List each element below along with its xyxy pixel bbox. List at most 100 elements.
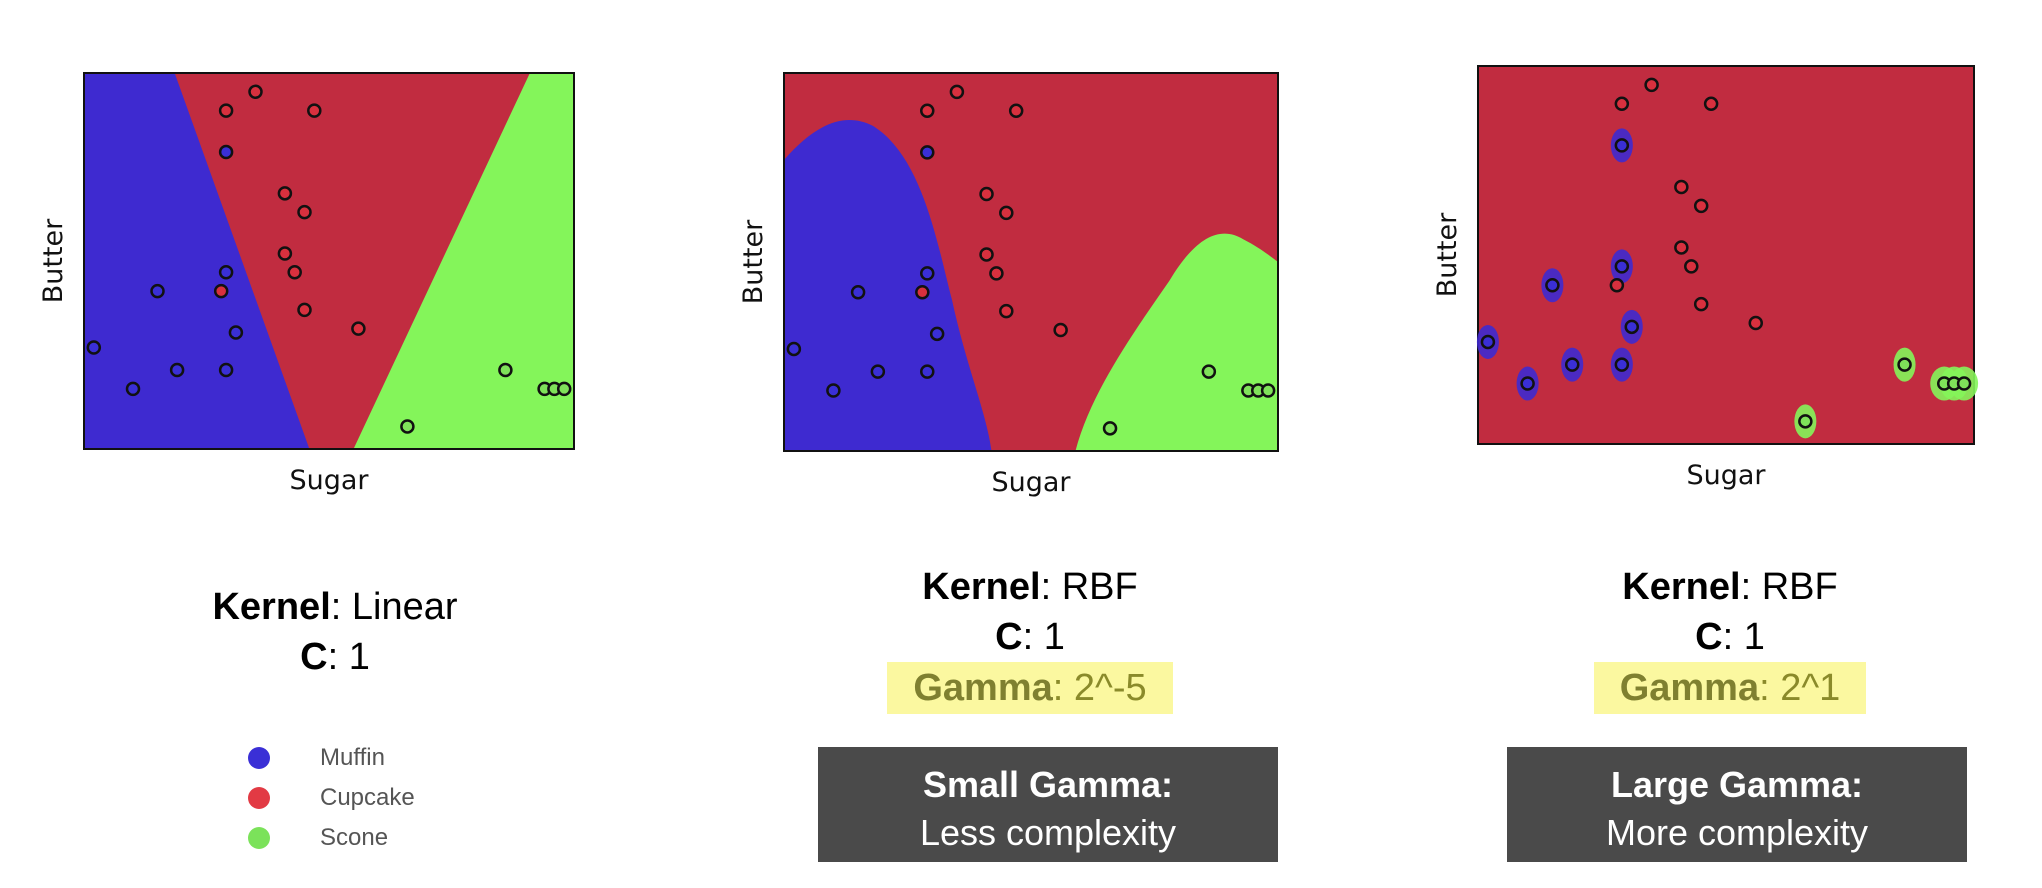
small-gamma-note: Small Gamma: Less complexity xyxy=(818,747,1278,862)
legend-dot-icon xyxy=(248,747,270,769)
y-axis-label: Butter xyxy=(738,219,769,304)
cupcake-point xyxy=(297,204,312,220)
scone-point xyxy=(1201,364,1217,379)
note-title: Large Gamma: xyxy=(1610,764,1864,805)
legend-dot-icon xyxy=(248,827,270,849)
scone-point xyxy=(400,419,415,434)
cupcake-point xyxy=(1674,240,1689,255)
chart-2: Sugar Butter xyxy=(738,72,1279,498)
caption-linear: Kernel: Linear C: 1 xyxy=(150,582,520,682)
scone-point xyxy=(1897,357,1912,372)
x-axis-label: Sugar xyxy=(289,465,369,496)
muffin-point xyxy=(1545,277,1560,293)
scone-point xyxy=(1798,414,1813,429)
muffin-point xyxy=(86,340,102,355)
muffin-point xyxy=(920,364,935,379)
legend-item-muffin: Muffin xyxy=(240,738,415,778)
muffin-point xyxy=(150,283,165,299)
muffin-point xyxy=(169,362,185,378)
legend-dot-icon xyxy=(248,787,270,809)
decision-regions xyxy=(1478,66,1974,444)
cupcake-point xyxy=(1703,96,1719,112)
muffin-point xyxy=(1520,376,1535,391)
muffin-point xyxy=(1614,259,1630,274)
cupcake-point xyxy=(1614,96,1630,112)
muffin-point xyxy=(218,265,234,280)
cupcake-point xyxy=(1693,296,1709,312)
muffin-point xyxy=(870,364,886,379)
cupcake-point xyxy=(920,103,935,119)
cupcake-point xyxy=(218,103,234,118)
scone-point xyxy=(1956,376,1972,391)
muffin-point xyxy=(1614,357,1630,372)
cupcake-point xyxy=(979,247,994,262)
legend-item-scone: Scone xyxy=(240,818,415,858)
chart-1: Sugar Butter xyxy=(38,72,575,496)
kernel-line: Kernel: Linear xyxy=(212,586,458,628)
cupcake-point xyxy=(297,302,312,318)
muffin-point xyxy=(1480,334,1496,350)
scone-point xyxy=(556,381,572,397)
muffin-point xyxy=(826,383,841,398)
legend-label: Scone xyxy=(320,824,389,851)
large-gamma-note: Large Gamma: More complexity xyxy=(1507,747,1967,862)
muffin-point xyxy=(218,362,234,378)
c-line: C: 1 xyxy=(1695,616,1765,658)
cupcake-point xyxy=(248,84,263,100)
scone-point xyxy=(1260,383,1276,398)
cupcake-point xyxy=(277,246,293,261)
muffin-point xyxy=(920,266,935,281)
cupcake-point xyxy=(1644,77,1659,93)
plot-frame xyxy=(783,72,1279,452)
muffin-point xyxy=(125,381,141,397)
kernel-line: Kernel: RBF xyxy=(922,566,1138,608)
c-line: C: 1 xyxy=(995,616,1065,658)
muffin-point xyxy=(218,144,234,160)
cupcake-point xyxy=(915,284,930,300)
cupcake-point xyxy=(351,321,366,336)
muffin-point xyxy=(1564,357,1580,372)
cupcake-point xyxy=(213,283,229,299)
note-title: Small Gamma: xyxy=(922,764,1174,805)
muffin-point xyxy=(920,145,935,160)
c-line: C: 1 xyxy=(300,636,370,678)
caption-rbf-small: Kernel: RBF C: 1 Gamma: 2^-5 xyxy=(830,562,1230,714)
scone-point xyxy=(498,362,513,378)
plot-frame xyxy=(83,72,575,450)
muffin-point xyxy=(228,325,244,340)
y-axis-label: Butter xyxy=(38,218,69,303)
cupcake-point xyxy=(979,186,994,202)
cupcake-point xyxy=(999,205,1014,221)
cupcake-point xyxy=(949,84,965,100)
legend-label: Cupcake xyxy=(320,784,415,811)
scone-region xyxy=(353,73,574,449)
caption-rbf-large: Kernel: RBF C: 1 Gamma: 2^1 xyxy=(1530,562,1930,714)
muffin-region xyxy=(84,73,310,449)
muffin-point xyxy=(786,341,802,357)
cupcake-point xyxy=(989,266,1004,281)
plot-frame xyxy=(1477,65,1975,445)
cupcake-point xyxy=(1053,322,1068,338)
cupcake-point xyxy=(1674,179,1689,195)
chart-3: Sugar Butter xyxy=(1432,65,1979,491)
gamma-line: Gamma: 2^-5 xyxy=(830,662,1230,714)
cupcake-point xyxy=(307,103,322,118)
legend-label: Muffin xyxy=(320,744,385,771)
muffin-region xyxy=(784,120,992,451)
x-axis-label: Sugar xyxy=(1686,460,1766,491)
cupcake-point xyxy=(1693,198,1709,214)
cupcake-point xyxy=(1684,259,1699,274)
muffin-point xyxy=(850,284,866,300)
y-axis-label: Butter xyxy=(1432,212,1463,297)
decision-regions xyxy=(784,73,1278,451)
gamma-line: Gamma: 2^1 xyxy=(1530,662,1930,714)
kernel-line: Kernel: RBF xyxy=(1622,566,1838,608)
decision-regions xyxy=(84,73,574,449)
note-text: More complexity xyxy=(1605,812,1869,853)
scone-point xyxy=(1102,421,1118,436)
scone-region xyxy=(1075,233,1278,451)
cupcake-point xyxy=(277,186,293,201)
cupcake-point xyxy=(1748,315,1764,331)
cupcake-region xyxy=(1478,66,1974,444)
